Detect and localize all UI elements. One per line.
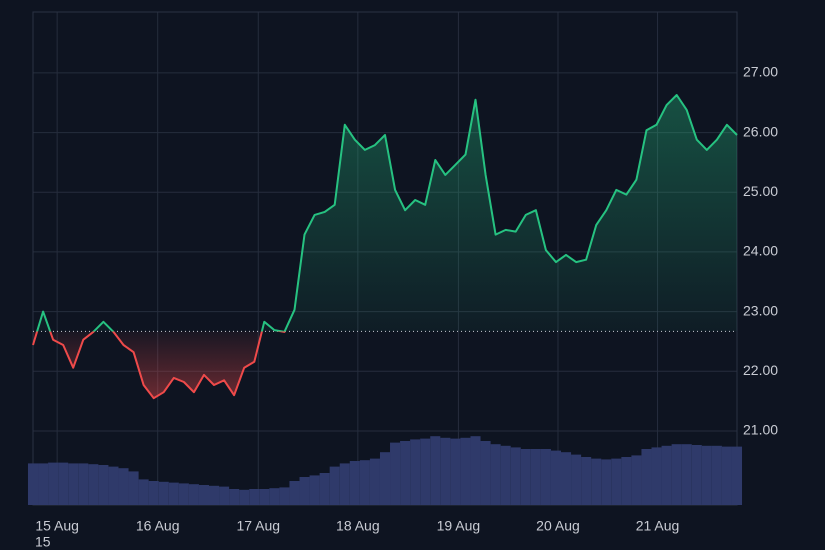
volume-bar (621, 457, 632, 505)
y-tick-label: 23.00 (743, 302, 778, 318)
volume-bar (520, 449, 531, 505)
volume-bar (460, 437, 471, 505)
volume-bar (158, 481, 169, 505)
volume-bar (510, 447, 521, 505)
volume-bar (68, 463, 79, 505)
volume-bar (480, 441, 491, 505)
volume-bar (400, 441, 411, 505)
volume-bar (249, 489, 260, 505)
volume-bar (38, 463, 49, 505)
volume-bar (530, 449, 541, 505)
volume-bar (500, 445, 511, 505)
volume-bar (571, 454, 582, 505)
volume-bar (259, 489, 270, 505)
volume-bar (118, 468, 129, 505)
y-tick-label: 25.00 (743, 183, 778, 199)
volume-bar (601, 459, 612, 505)
volume-bar (138, 479, 149, 505)
price-line (32, 94, 738, 400)
volume-bar (198, 485, 209, 505)
volume-bar (611, 458, 622, 505)
volume-bar (490, 444, 501, 505)
volume-bar (430, 436, 441, 505)
volume-bar (339, 463, 350, 505)
volume-bar (239, 489, 250, 505)
volume-bar (581, 457, 592, 505)
x-tick-label: 15 Aug (35, 518, 79, 534)
volume-bar (178, 483, 189, 505)
x-tick-label: 17 Aug (236, 518, 280, 534)
volume-bar (209, 485, 220, 505)
volume-bar (309, 475, 320, 505)
volume-bar (470, 436, 481, 505)
y-tick-label: 26.00 (743, 123, 778, 139)
volume-bar (651, 447, 662, 505)
volume-bar (229, 489, 240, 505)
y-tick-label: 21.00 (743, 422, 778, 438)
cut-off-label: 15 (35, 534, 51, 550)
volume-bar (550, 450, 561, 505)
volume-bar (450, 438, 461, 505)
volume-bar (319, 473, 330, 505)
volume-bar (148, 481, 159, 505)
volume-bar (78, 463, 89, 505)
volume-bar (440, 437, 451, 505)
volume-bar (269, 488, 280, 505)
volume-bar (721, 446, 732, 505)
y-tick-label: 22.00 (743, 362, 778, 378)
volume-bar (329, 466, 340, 505)
volume-bar (410, 439, 421, 505)
volume-bar (279, 487, 290, 505)
volume-bar (731, 446, 743, 505)
volume-bar (591, 458, 602, 505)
volume-bar (711, 445, 722, 505)
volume-bar (58, 462, 69, 505)
volume-bar (671, 444, 682, 505)
volume-bar (691, 445, 702, 505)
volume-bar (359, 460, 370, 505)
x-tick-label: 18 Aug (336, 518, 380, 534)
baseline-area (33, 95, 737, 399)
volume-bar (631, 455, 642, 505)
volume-bar (108, 466, 119, 505)
volume-bar (379, 452, 391, 505)
x-tick-label: 19 Aug (437, 518, 481, 534)
volume-bar (701, 445, 712, 505)
volume-bar (188, 484, 199, 505)
volume-bar (88, 464, 99, 505)
volume-bar (661, 445, 672, 505)
x-tick-label: 21 Aug (636, 518, 680, 534)
y-tick-label: 24.00 (743, 243, 778, 259)
y-tick-label: 27.00 (743, 64, 778, 80)
volume-bar (299, 477, 310, 505)
volume-bar (641, 449, 652, 505)
volume-bar (420, 438, 431, 505)
volume-bar (561, 452, 572, 505)
volume-bar (98, 465, 109, 505)
volume-bar (289, 481, 300, 505)
volume-bar (349, 461, 360, 505)
volume-bar (27, 463, 39, 505)
volume-bar (128, 471, 139, 505)
volume-bar (390, 442, 401, 505)
volume-bar (540, 449, 551, 505)
volume-bar (369, 458, 380, 505)
volume-bar (48, 462, 59, 505)
x-tick-label: 16 Aug (136, 518, 180, 534)
x-tick-label: 20 Aug (536, 518, 580, 534)
volume-bar (681, 444, 692, 505)
volume-bar (219, 486, 230, 505)
volume-bar (168, 482, 179, 505)
